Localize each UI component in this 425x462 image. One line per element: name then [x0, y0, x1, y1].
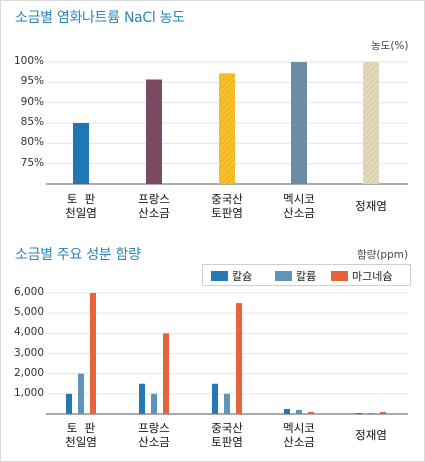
legend-swatch-calcium	[211, 271, 228, 281]
x-tick-label: 정재염	[355, 199, 387, 213]
legend-swatch-potassium	[275, 271, 292, 281]
bar-nacl	[146, 79, 162, 184]
chart1-unit-label: 농도(%)	[371, 40, 409, 52]
y-tick-label: 4,000	[13, 326, 44, 339]
legend-item-potassium: 칼륨	[275, 268, 316, 284]
x-tick-label: 토 판 천일염	[65, 421, 97, 449]
bar-nacl	[73, 123, 89, 184]
bar-calcium	[139, 383, 145, 414]
y-tick-label: 95%	[20, 75, 44, 88]
x-tick-label: 멕시코 산소금	[283, 192, 315, 220]
y-tick-label: 3,000	[13, 346, 44, 359]
bar-nacl	[363, 62, 379, 184]
x-tick-label: 토 판 천일염	[65, 192, 97, 220]
y-tick-label: 1,000	[13, 386, 44, 399]
y-tick-label: 5,000	[13, 306, 44, 319]
x-tick-label: 멕시코 산소금	[283, 421, 315, 449]
y-tick-label: 85%	[20, 116, 44, 128]
chart2-unit-label: 함량(ppm)	[357, 249, 409, 261]
chart1-title: 소금별 염화나트륨 NaCl 농도	[15, 10, 185, 26]
x-tick-label: 정재염	[355, 428, 387, 442]
y-tick-label: 90%	[20, 95, 44, 108]
bar-potassium	[78, 373, 84, 414]
legend-item-magnesium: 마그네슘	[331, 268, 392, 284]
bar-calcium	[66, 393, 72, 414]
bar-magnesium	[90, 293, 96, 414]
bar-calcium	[212, 383, 218, 414]
bar-magnesium	[236, 303, 242, 414]
x-tick-label: 프랑스 산소금	[138, 421, 170, 449]
bar-nacl	[219, 73, 235, 184]
y-tick-label: 75%	[20, 156, 44, 169]
legend-swatch-magnesium	[331, 271, 348, 281]
y-tick-label: 100%	[13, 55, 44, 67]
legend-label-calcium: 칼슘	[232, 270, 253, 283]
bar-magnesium	[380, 411, 386, 414]
x-tick-label: 프랑스 산소금	[138, 192, 170, 220]
bar-potassium	[368, 412, 374, 414]
bar-potassium	[151, 393, 157, 414]
bar-potassium	[224, 393, 230, 414]
y-tick-label: 6,000	[13, 286, 44, 298]
bar-calcium	[284, 408, 290, 414]
legend-label-magnesium: 마그네슘	[352, 270, 393, 283]
bar-magnesium	[308, 411, 314, 414]
legend-item-calcium: 칼슘	[211, 268, 252, 284]
bar-nacl	[291, 62, 307, 184]
x-tick-label: 중국산 토판염	[211, 192, 243, 220]
legend-label-potassium: 칼륨	[296, 270, 317, 283]
chart2-legend: 칼슘 칼륨 마그네슘	[202, 264, 411, 286]
x-tick-label: 중국산 토판염	[211, 421, 243, 449]
y-tick-label: 2,000	[13, 366, 44, 379]
bar-magnesium	[163, 333, 169, 414]
bar-potassium	[296, 409, 302, 414]
chart2-title: 소금별 주요 성분 함량	[15, 247, 141, 263]
bar-calcium	[356, 412, 362, 414]
y-tick-label: 80%	[20, 136, 44, 149]
